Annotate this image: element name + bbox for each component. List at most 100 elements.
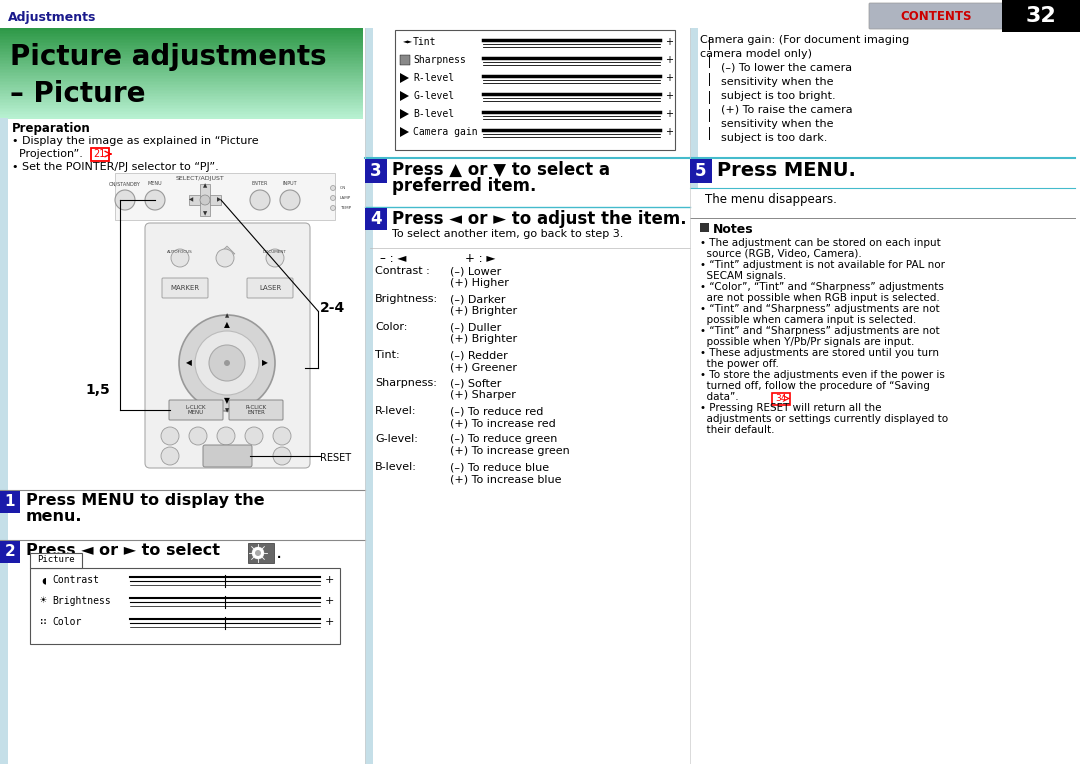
- Text: (+) Greener: (+) Greener: [450, 362, 517, 372]
- Text: LAMP: LAMP: [340, 196, 351, 200]
- Text: ◀: ◀: [189, 198, 193, 202]
- Bar: [0, 53, 363, 56]
- Bar: [0, 100, 363, 102]
- Text: subject is too bright.: subject is too bright.: [700, 91, 836, 101]
- Text: Press MENU.: Press MENU.: [717, 161, 855, 180]
- Text: ▲: ▲: [225, 313, 229, 319]
- FancyBboxPatch shape: [91, 147, 108, 160]
- Circle shape: [145, 190, 165, 210]
- Bar: [0, 34, 363, 36]
- Circle shape: [330, 196, 336, 200]
- Text: +: +: [325, 575, 335, 585]
- Text: adjustments or settings currently displayed to: adjustments or settings currently displa…: [700, 414, 948, 424]
- Text: ☀: ☀: [40, 596, 46, 606]
- Bar: [200, 184, 210, 216]
- Text: The menu disappears.: The menu disappears.: [705, 193, 837, 206]
- Text: (+) To increase green: (+) To increase green: [450, 446, 570, 456]
- Text: RESET: RESET: [320, 453, 351, 463]
- Text: ▲: ▲: [224, 321, 230, 329]
- Bar: [0, 47, 363, 50]
- FancyBboxPatch shape: [247, 278, 293, 298]
- Circle shape: [330, 186, 336, 190]
- Text: ▼: ▼: [224, 397, 230, 406]
- Bar: [0, 55, 363, 57]
- Text: (–) To lower the camera: (–) To lower the camera: [700, 63, 852, 73]
- Text: Brightness:: Brightness:: [375, 294, 438, 304]
- Bar: [690, 159, 712, 183]
- Bar: [0, 82, 363, 84]
- Text: G-level: G-level: [413, 91, 454, 101]
- Bar: [114, 173, 335, 220]
- Bar: [0, 88, 363, 90]
- Circle shape: [200, 195, 210, 205]
- FancyBboxPatch shape: [30, 553, 82, 568]
- Text: Picture: Picture: [37, 555, 75, 565]
- Text: B-level: B-level: [413, 109, 454, 119]
- Text: • “Tint” adjustment is not available for PAL nor: • “Tint” adjustment is not available for…: [700, 260, 945, 270]
- Circle shape: [161, 427, 179, 445]
- Bar: [0, 73, 363, 75]
- Bar: [0, 541, 21, 563]
- Text: data”.: data”.: [700, 392, 742, 402]
- Circle shape: [273, 447, 291, 465]
- Bar: [0, 67, 363, 69]
- Text: 5: 5: [696, 162, 706, 180]
- Bar: [0, 96, 363, 98]
- Circle shape: [266, 249, 284, 267]
- Bar: [0, 58, 363, 60]
- Text: INPUT: INPUT: [283, 181, 297, 186]
- Text: Projection”.: Projection”.: [12, 149, 83, 159]
- Bar: [0, 63, 363, 64]
- Text: .: .: [276, 543, 282, 562]
- Circle shape: [216, 249, 234, 267]
- Text: ON: ON: [340, 186, 347, 190]
- Text: – Picture: – Picture: [10, 80, 146, 108]
- Bar: [0, 111, 363, 112]
- Text: +: +: [665, 73, 673, 83]
- Text: +: +: [665, 91, 673, 101]
- Text: are not possible when RGB input is selected.: are not possible when RGB input is selec…: [700, 293, 940, 303]
- Bar: [0, 66, 363, 67]
- Bar: [0, 77, 363, 79]
- Bar: [0, 41, 363, 44]
- Bar: [395, 30, 675, 150]
- Text: AUTOFOCUS: AUTOFOCUS: [167, 250, 193, 254]
- Bar: [0, 85, 363, 87]
- Text: L-CLICK
MENU: L-CLICK MENU: [186, 405, 206, 416]
- Circle shape: [217, 427, 235, 445]
- Text: +: +: [665, 109, 673, 119]
- Text: Color: Color: [52, 617, 81, 627]
- Bar: [0, 52, 363, 54]
- Text: turned off, follow the procedure of “Saving: turned off, follow the procedure of “Sav…: [700, 381, 930, 391]
- Bar: [1002, 0, 1080, 32]
- Bar: [0, 57, 363, 59]
- Bar: [0, 70, 363, 72]
- Text: • “Tint” and “Sharpness” adjustments are not: • “Tint” and “Sharpness” adjustments are…: [700, 326, 940, 336]
- Text: (+) Sharper: (+) Sharper: [450, 390, 516, 400]
- Circle shape: [224, 360, 230, 366]
- Text: ▼: ▼: [225, 409, 229, 413]
- Bar: [0, 80, 363, 83]
- Text: ▶: ▶: [262, 358, 268, 367]
- Bar: [0, 64, 363, 66]
- Text: 21: 21: [93, 149, 106, 159]
- Bar: [0, 49, 363, 51]
- Bar: [0, 91, 363, 93]
- Text: (+) To raise the camera: (+) To raise the camera: [700, 105, 852, 115]
- Circle shape: [255, 550, 261, 556]
- Circle shape: [179, 315, 275, 411]
- Text: ◖: ◖: [40, 575, 46, 585]
- Text: Picture adjustments: Picture adjustments: [10, 43, 326, 71]
- Text: ◄►: ◄►: [403, 37, 413, 47]
- Bar: [0, 109, 363, 111]
- Text: 34: 34: [774, 394, 786, 403]
- Bar: [30, 568, 340, 644]
- Circle shape: [195, 331, 259, 395]
- Circle shape: [330, 206, 336, 211]
- Text: Camera gain: Camera gain: [413, 127, 477, 137]
- Text: 32: 32: [1026, 6, 1056, 26]
- Text: Press MENU to display the: Press MENU to display the: [26, 493, 265, 508]
- Text: R-level:: R-level:: [375, 406, 417, 416]
- Bar: [0, 38, 363, 40]
- Bar: [0, 72, 363, 73]
